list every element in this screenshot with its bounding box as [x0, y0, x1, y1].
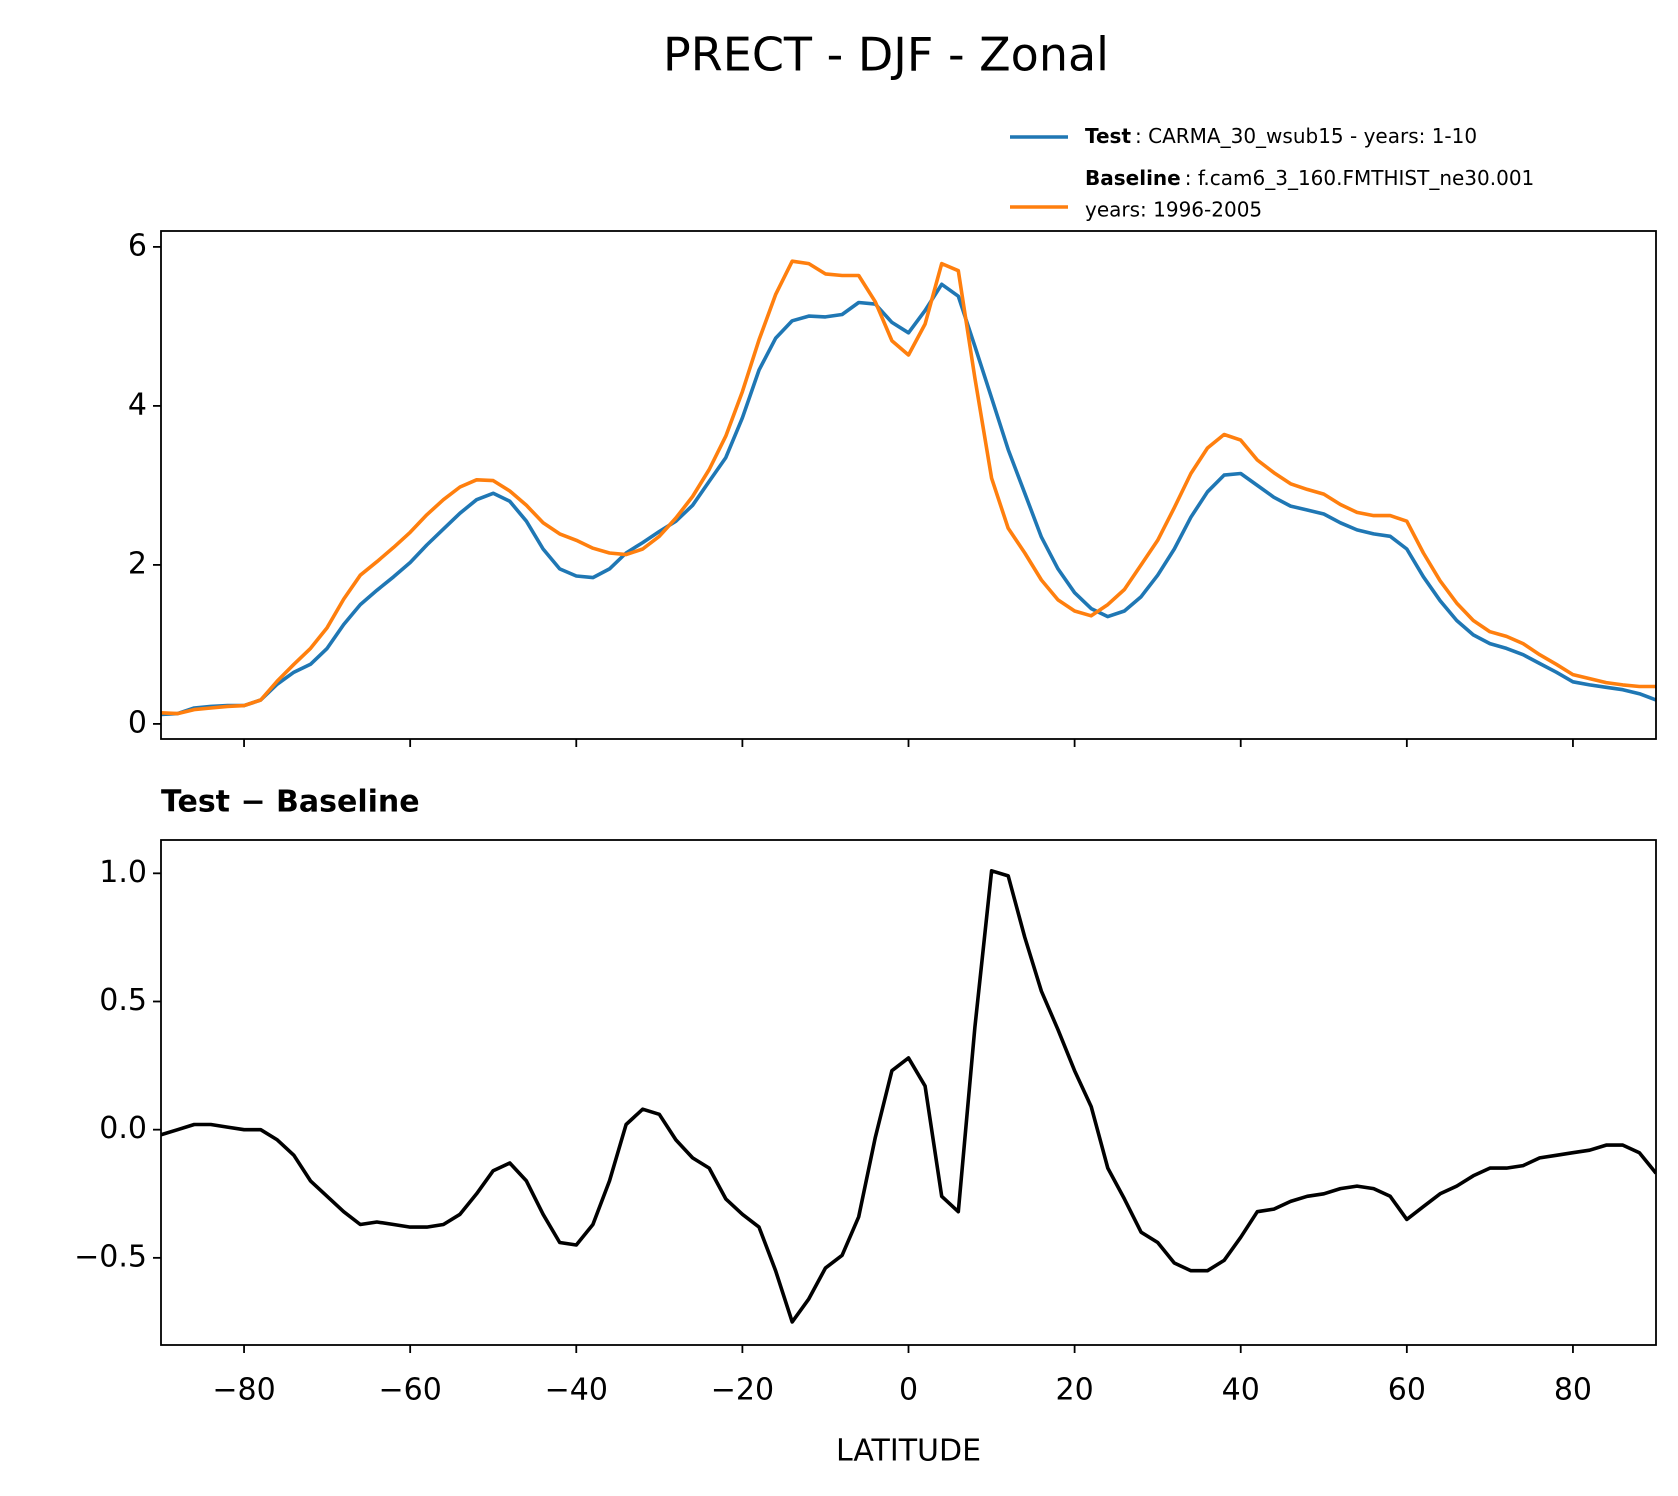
plot-area [161, 259, 1656, 717]
figure-title: PRECT - DJF - Zonal [663, 28, 1109, 82]
y-tick-label: 1.0 [99, 855, 147, 890]
axes-frame [160, 230, 1657, 740]
legend-name: Test [1085, 124, 1131, 148]
y-tick-label: −0.5 [74, 1239, 147, 1274]
y-tick-label: 4 [128, 387, 147, 422]
legend-label: Baseline: f.cam6_3_160.FMTHIST_ne30.001 [1085, 166, 1534, 190]
y-tick-label: 6 [128, 228, 147, 263]
y-tick-label: 2 [128, 546, 147, 581]
legend-description: : f.cam6_3_160.FMTHIST_ne30.001 [1185, 166, 1535, 190]
x-tick-label: −40 [545, 1373, 608, 1408]
x-tick-label: 40 [1222, 1373, 1260, 1408]
subplot-title: Test − Baseline [161, 785, 420, 820]
legend-label: Test: CARMA_30_wsub15 - years: 1-10 [1085, 124, 1477, 148]
x-tick-label: 80 [1554, 1373, 1592, 1408]
x-tick-label: 0 [899, 1373, 918, 1408]
plot-area [161, 869, 1656, 1324]
x-tick-label: −80 [212, 1373, 275, 1408]
x-tick-label: −60 [379, 1373, 442, 1408]
data-line [161, 869, 1656, 1324]
y-tick-label: 0 [128, 705, 147, 740]
axes-frame [160, 839, 1657, 1346]
legend-name: Baseline [1085, 166, 1181, 190]
legend-description: : CARMA_30_wsub15 - years: 1-10 [1135, 124, 1477, 148]
x-tick-label: −20 [711, 1373, 774, 1408]
x-axis-label: LATITUDE [836, 1434, 981, 1469]
y-tick-label: 0.5 [99, 983, 147, 1018]
data-line [161, 282, 1656, 717]
x-tick-label: 20 [1056, 1373, 1094, 1408]
y-tick-label: 0.0 [99, 1111, 147, 1146]
data-line [161, 259, 1656, 716]
x-tick-label: 60 [1388, 1373, 1426, 1408]
legend-description: years: 1996-2005 [1085, 198, 1262, 222]
